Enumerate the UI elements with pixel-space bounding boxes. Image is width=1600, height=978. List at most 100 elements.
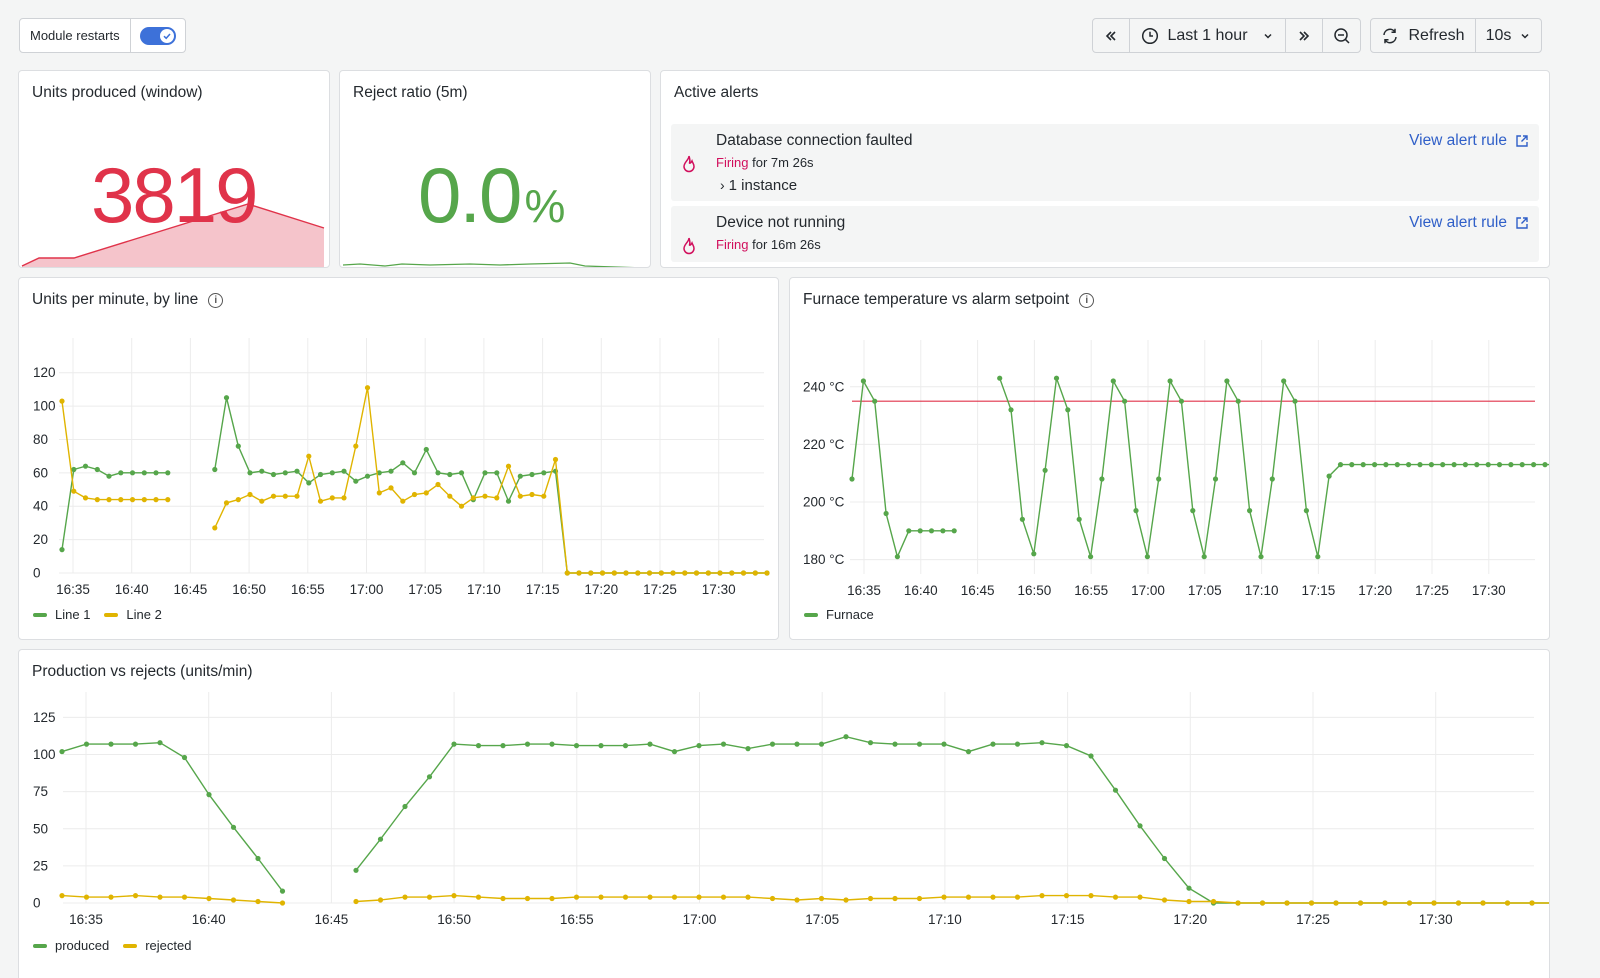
- data-point: [1480, 900, 1486, 906]
- module-restarts-toggle-wrap[interactable]: [131, 19, 185, 52]
- data-point: [1326, 473, 1332, 479]
- refresh-label: Refresh: [1408, 26, 1465, 44]
- refresh-interval-picker[interactable]: 10s: [1476, 19, 1541, 52]
- legend-item[interactable]: Line 2: [104, 607, 162, 622]
- shift-back-button[interactable]: [1093, 19, 1130, 52]
- alert-instances-toggle[interactable]: › 1 instance: [720, 177, 797, 194]
- info-icon[interactable]: i: [208, 292, 224, 308]
- data-point: [447, 493, 453, 499]
- data-point: [1008, 407, 1014, 413]
- data-point: [129, 497, 136, 503]
- data-point: [1394, 462, 1400, 468]
- data-point: [475, 743, 482, 749]
- data-point: [894, 554, 900, 560]
- x-tick-label: 17:25: [643, 582, 677, 597]
- data-point: [658, 570, 664, 576]
- data-point: [59, 893, 65, 899]
- data-point: [990, 894, 996, 900]
- data-point: [1440, 462, 1446, 468]
- data-point: [916, 741, 923, 747]
- x-tick-label: 16:40: [904, 583, 938, 598]
- data-point: [458, 470, 465, 476]
- data-point: [482, 493, 488, 499]
- data-point: [223, 395, 230, 401]
- data-point: [1088, 893, 1094, 899]
- data-point: [426, 774, 433, 780]
- data-point: [1039, 740, 1045, 746]
- view-alert-rule-link[interactable]: View alert rule: [1409, 214, 1529, 232]
- legend-item[interactable]: Furnace: [804, 607, 874, 622]
- data-point: [1303, 508, 1309, 514]
- data-point: [1455, 900, 1462, 906]
- data-point: [1496, 462, 1503, 468]
- data-point: [997, 375, 1003, 381]
- x-tick-label: 16:55: [291, 582, 325, 597]
- legend-item[interactable]: rejected: [123, 938, 191, 953]
- data-point: [435, 481, 441, 488]
- data-point: [1247, 508, 1253, 514]
- view-alert-rule-link[interactable]: View alert rule: [1409, 132, 1529, 150]
- data-point: [118, 497, 124, 503]
- module-restarts-toggle[interactable]: [139, 26, 176, 45]
- reject-ratio-sparkline: [342, 262, 635, 267]
- data-point: [549, 895, 555, 902]
- data-point: [682, 570, 688, 576]
- data-point: [872, 398, 878, 404]
- data-point: [71, 488, 77, 494]
- x-tick-label: 17:15: [1051, 912, 1085, 927]
- data-point: [1417, 462, 1423, 468]
- data-point: [818, 895, 825, 902]
- alert-state: Firing: [716, 155, 749, 170]
- x-tick-label: 17:30: [1419, 912, 1453, 927]
- flame-icon: [683, 155, 695, 173]
- time-range-picker[interactable]: Last 1 hour: [1130, 19, 1286, 52]
- legend-label: Line 2: [126, 607, 162, 622]
- data-point: [598, 894, 604, 900]
- data-point: [1485, 462, 1491, 468]
- data-point: [1451, 462, 1457, 468]
- data-point: [118, 470, 124, 476]
- data-point: [1063, 743, 1070, 749]
- data-point: [482, 470, 488, 476]
- alert-item[interactable]: Database connection faulted Firing for 7…: [671, 124, 1539, 201]
- x-tick-label: 17:20: [1358, 583, 1392, 598]
- data-point: [108, 741, 114, 747]
- data-point: [552, 456, 559, 463]
- legend-item[interactable]: produced: [33, 938, 109, 953]
- legend-item[interactable]: Line 1: [33, 607, 90, 622]
- data-point: [306, 480, 312, 486]
- data-point: [505, 463, 512, 469]
- data-point: [1110, 378, 1116, 384]
- x-tick-label: 17:05: [1188, 583, 1222, 598]
- data-point: [941, 894, 947, 900]
- data-point: [141, 470, 147, 476]
- data-point: [71, 466, 77, 473]
- data-point: [529, 491, 535, 498]
- data-point: [132, 741, 139, 747]
- data-point: [59, 398, 65, 404]
- shift-forward-button[interactable]: [1286, 19, 1323, 52]
- refresh-button[interactable]: Refresh: [1371, 19, 1476, 52]
- production-panel: Production vs rejects (units/min) 125 100…: [18, 649, 1550, 978]
- zoom-out-button[interactable]: [1323, 19, 1360, 52]
- data-point: [411, 491, 418, 498]
- data-point: [1137, 894, 1143, 900]
- data-point: [720, 894, 727, 900]
- units-produced-value: 3819: [91, 151, 259, 239]
- legend-label: Line 1: [55, 607, 91, 622]
- legend-swatch: [804, 612, 818, 617]
- panel-title: Production vs rejects (units/min): [32, 663, 253, 680]
- reject-ratio-stat: 0.0 %: [418, 150, 565, 241]
- data-point: [588, 570, 594, 576]
- data-point: [916, 895, 923, 902]
- data-point: [1529, 900, 1535, 906]
- panel-title: Active alerts: [674, 84, 759, 101]
- data-point: [1383, 462, 1389, 468]
- y-tick-label: 120: [33, 365, 56, 380]
- alert-item[interactable]: Device not running Firing for 16m 26s Vi…: [671, 206, 1539, 262]
- data-point: [1292, 398, 1298, 404]
- data-point: [1462, 462, 1468, 468]
- data-point: [843, 897, 849, 903]
- x-tick-label: 16:55: [560, 912, 594, 927]
- info-icon[interactable]: i: [1079, 292, 1095, 308]
